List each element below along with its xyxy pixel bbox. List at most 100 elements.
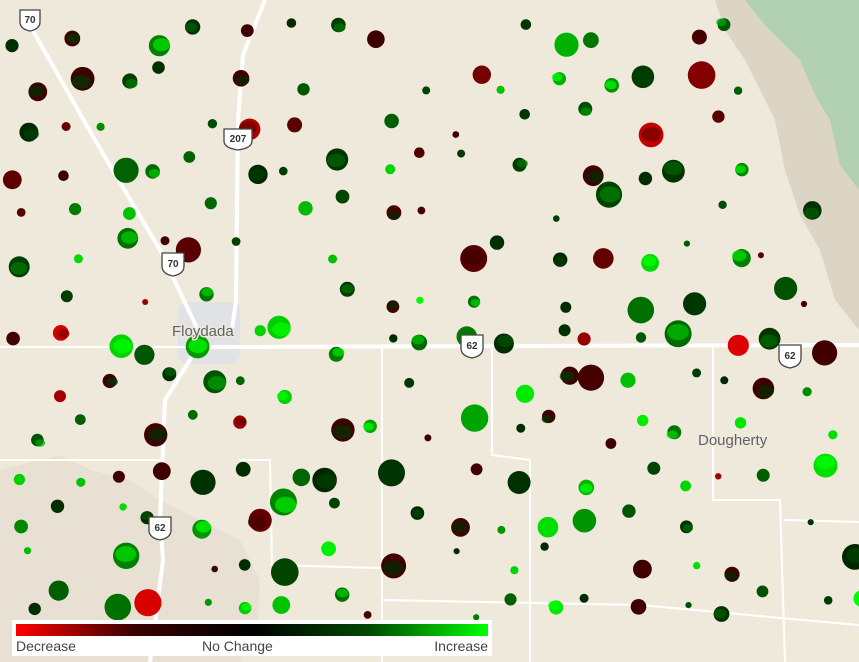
road-ns-3 (712, 344, 786, 662)
field-pivot (853, 590, 859, 607)
field-pivot (384, 113, 399, 129)
field-pivot (254, 325, 266, 337)
shield-62-east: 62 (460, 334, 484, 359)
field-pivot (579, 593, 589, 603)
highway-62-east (196, 343, 859, 349)
field-pivot (802, 387, 812, 397)
field-fringe (249, 168, 265, 181)
field-pivot (756, 585, 769, 598)
field-pivot (715, 473, 722, 480)
field-fringe (10, 262, 28, 275)
field-fringe (716, 18, 727, 27)
field-pivot (583, 32, 599, 49)
field-pivot (389, 334, 398, 343)
field-pivot (297, 83, 310, 96)
field-fringe (383, 560, 404, 576)
road-ns-2 (491, 344, 531, 662)
field-fringe (461, 248, 484, 265)
field-pivot (119, 503, 127, 511)
field-pivot (685, 602, 692, 609)
field-pivot (647, 461, 661, 475)
field-pivot (507, 471, 531, 494)
field-pivot (134, 589, 162, 617)
field-pivot (190, 469, 216, 495)
field-pivot (497, 525, 506, 534)
field-fringe (247, 515, 267, 530)
field-pivot (122, 207, 136, 220)
field-pivot (204, 197, 217, 210)
field-fringe (411, 335, 425, 345)
field-pivot (414, 147, 425, 158)
shield-62-south: 62 (148, 516, 172, 541)
field-pivot (298, 201, 313, 216)
field-fringe (387, 211, 400, 220)
field-fringe (554, 257, 566, 266)
field-pivot (58, 170, 69, 181)
field-fringe (452, 521, 468, 533)
place-label-dougherty: Dougherty (698, 432, 768, 449)
field-fringe (201, 287, 213, 297)
field-fringe (548, 600, 560, 610)
field-pivot (520, 19, 532, 30)
field-pivot (23, 547, 32, 555)
field-pivot (13, 473, 25, 486)
field-pivot (60, 290, 73, 303)
field-pivot (329, 497, 340, 509)
field-pivot (16, 208, 26, 217)
shield-207: 207 (223, 128, 253, 151)
field-pivot (692, 368, 702, 378)
field-fringe (411, 509, 423, 518)
field-pivot (235, 376, 245, 386)
field-pivot (452, 131, 460, 138)
field-pivot (720, 376, 729, 385)
field-fringe (121, 231, 138, 244)
field-fringe (804, 207, 819, 219)
field-fringe (663, 161, 683, 176)
field-pivot (152, 61, 165, 74)
field-fringe (551, 73, 563, 82)
field-fringe (586, 170, 604, 183)
field-pivot (823, 596, 833, 605)
field-pivot (453, 548, 460, 555)
highway-70-north (26, 20, 200, 332)
field-pivot (510, 566, 519, 575)
field-pivot (756, 468, 770, 482)
field-fringe (28, 85, 44, 97)
field-pivot (134, 344, 155, 365)
field-pivot (620, 372, 636, 388)
svg-text:62: 62 (154, 523, 166, 534)
field-pivot (630, 599, 647, 615)
field-pivot (76, 477, 86, 487)
field-fringe (113, 339, 133, 354)
field-fringe (333, 23, 346, 32)
field-pivot (473, 614, 480, 621)
field-pivot (14, 519, 28, 534)
field-pivot (537, 516, 559, 538)
field-pivot (519, 109, 530, 120)
field-pivot (727, 334, 749, 356)
field-pivot (680, 480, 691, 492)
field-pivot (321, 541, 336, 557)
field-fringe (605, 80, 617, 90)
field-pivot (457, 149, 466, 158)
field-pivot (160, 236, 170, 246)
field-pivot (683, 292, 707, 316)
field-pivot (61, 122, 71, 131)
field-pivot (774, 276, 798, 301)
field-pivot (271, 558, 299, 586)
field-fringe (152, 38, 170, 52)
field-pivot (73, 254, 83, 264)
place-label-floydada: Floydada (172, 323, 234, 340)
field-pivot (560, 301, 572, 313)
field-pivot (554, 32, 579, 57)
field-fringe (341, 284, 354, 294)
field-pivot (363, 611, 372, 619)
legend-gradient-bar (16, 624, 488, 636)
field-fringe (235, 417, 247, 426)
field-pivot (152, 462, 171, 481)
field-fringe (815, 455, 835, 470)
crop-change-layer (2, 17, 859, 622)
field-fringe (148, 168, 161, 178)
